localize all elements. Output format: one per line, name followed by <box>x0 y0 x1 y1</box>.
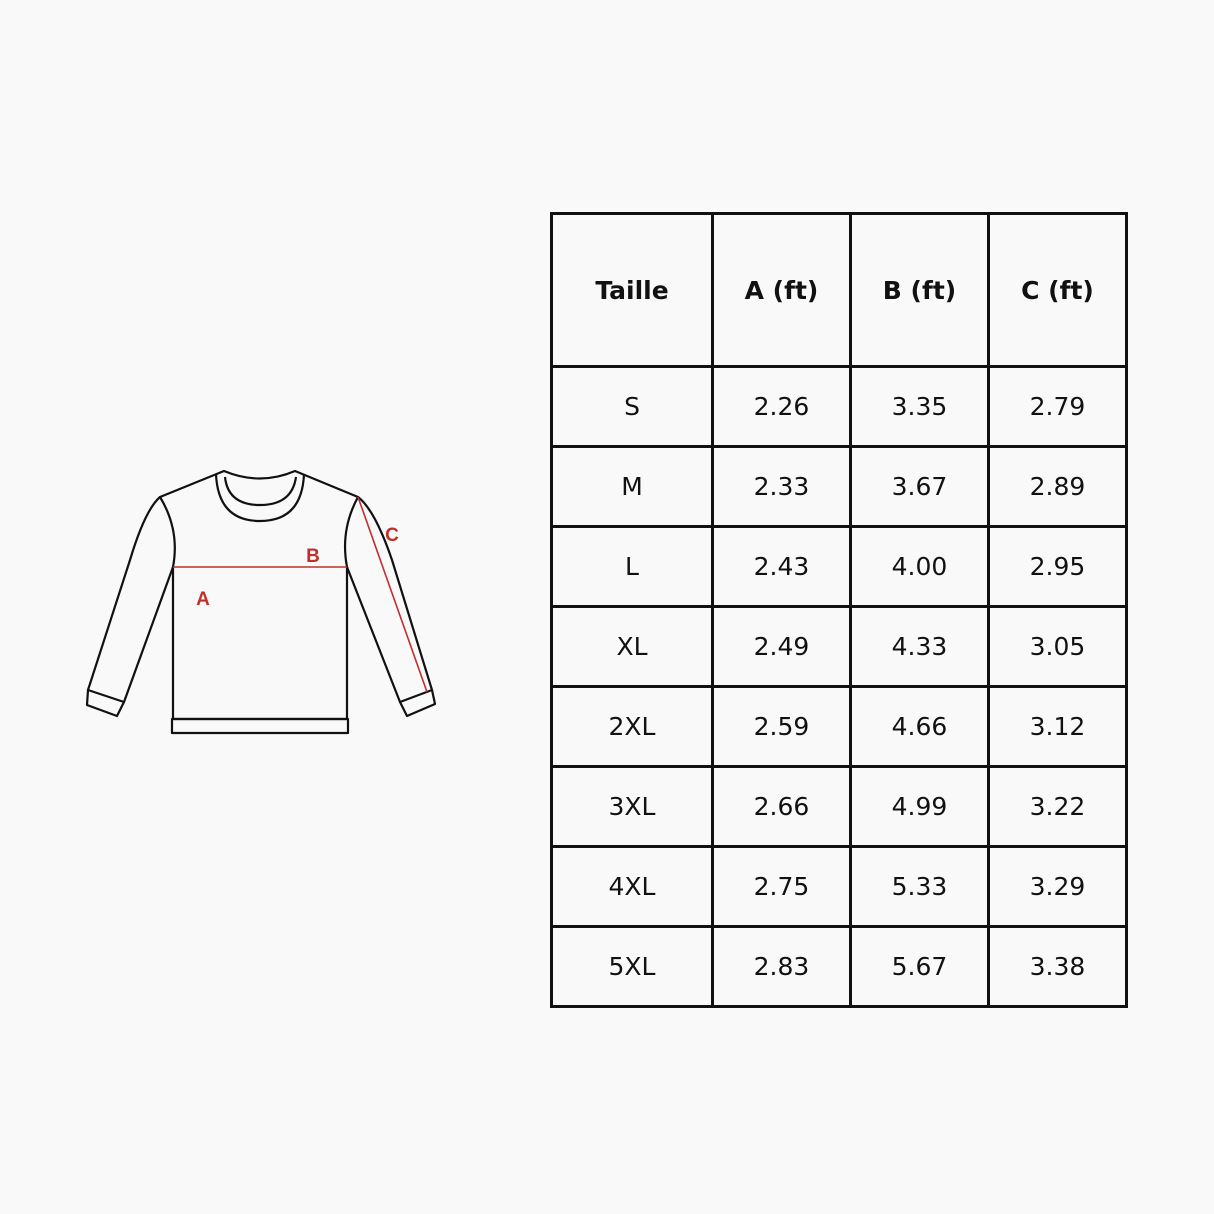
table-row: L 2.43 4.00 2.95 <box>550 525 1128 608</box>
size-cell: XL <box>550 605 714 688</box>
value-cell: 2.89 <box>987 445 1128 528</box>
header-a: A (ft) <box>711 212 852 368</box>
table-row: 2XL 2.59 4.66 3.12 <box>550 685 1128 768</box>
value-cell: 2.26 <box>711 365 852 448</box>
value-cell: 3.67 <box>849 445 990 528</box>
value-cell: 2.59 <box>711 685 852 768</box>
value-cell: 2.33 <box>711 445 852 528</box>
header-c: C (ft) <box>987 212 1128 368</box>
table-row: 3XL 2.66 4.99 3.22 <box>550 765 1128 848</box>
value-cell: 3.12 <box>987 685 1128 768</box>
header-row: Taille A (ft) B (ft) C (ft) <box>550 212 1128 368</box>
header-size: Taille <box>550 212 714 368</box>
size-cell: L <box>550 525 714 608</box>
measure-line-c <box>357 496 428 693</box>
value-cell: 4.33 <box>849 605 990 688</box>
value-cell: 3.38 <box>987 925 1128 1008</box>
size-cell: 4XL <box>550 845 714 928</box>
table-row: 5XL 2.83 5.67 3.38 <box>550 925 1128 1008</box>
value-cell: 5.33 <box>849 845 990 928</box>
value-cell: 3.05 <box>987 605 1128 688</box>
label-b: B <box>306 546 320 567</box>
sweater-outline <box>85 469 437 735</box>
value-cell: 5.67 <box>849 925 990 1008</box>
value-cell: 3.29 <box>987 845 1128 928</box>
value-cell: 2.49 <box>711 605 852 688</box>
value-cell: 4.00 <box>849 525 990 608</box>
value-cell: 2.79 <box>987 365 1128 448</box>
header-b: B (ft) <box>849 212 990 368</box>
value-cell: 2.95 <box>987 525 1128 608</box>
value-cell: 2.66 <box>711 765 852 848</box>
label-a: A <box>196 589 210 610</box>
table-row: 4XL 2.75 5.33 3.29 <box>550 845 1128 928</box>
table-row: S 2.26 3.35 2.79 <box>550 365 1128 448</box>
label-c: C <box>385 525 399 546</box>
size-cell: 2XL <box>550 685 714 768</box>
size-cell: M <box>550 445 714 528</box>
size-cell: 5XL <box>550 925 714 1008</box>
value-cell: 3.35 <box>849 365 990 448</box>
table-row: M 2.33 3.67 2.89 <box>550 445 1128 528</box>
value-cell: 2.43 <box>711 525 852 608</box>
table-row: XL 2.49 4.33 3.05 <box>550 605 1128 688</box>
value-cell: 3.22 <box>987 765 1128 848</box>
size-table: Taille A (ft) B (ft) C (ft) S 2.26 3.35 2.7… <box>550 212 1128 1008</box>
size-cell: S <box>550 365 714 448</box>
size-cell: 3XL <box>550 765 714 848</box>
value-cell: 2.75 <box>711 845 852 928</box>
value-cell: 4.66 <box>849 685 990 768</box>
value-cell: 4.99 <box>849 765 990 848</box>
value-cell: 2.83 <box>711 925 852 1008</box>
